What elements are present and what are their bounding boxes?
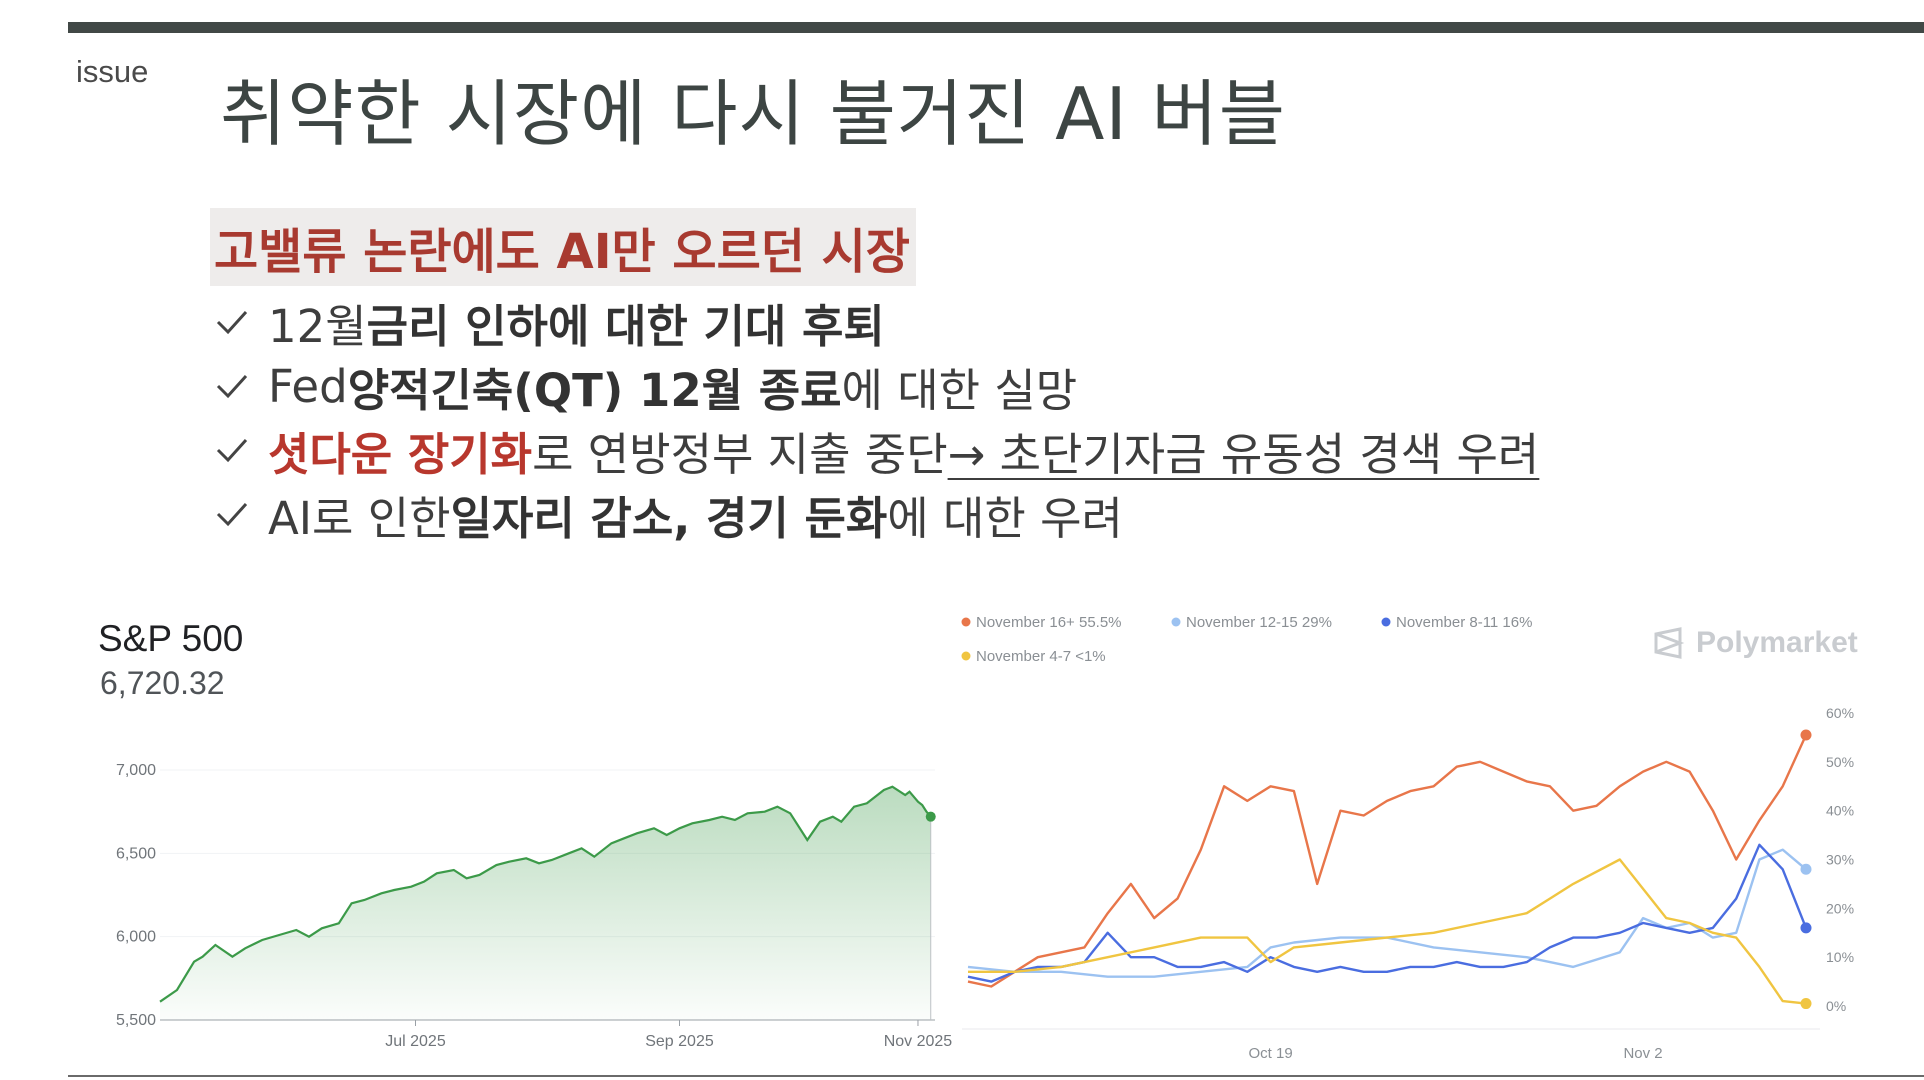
bullet-text: AI로 인한 <box>268 491 451 545</box>
legend-label: November 4-7 <1% <box>976 648 1106 665</box>
bullet-red: 셧다운 장기화 <box>268 427 533 481</box>
bullet-item: 12월 금리 인하에 대한 기대 후퇴 <box>212 290 1539 354</box>
top-rule <box>68 22 1924 33</box>
bullet-item: Fed 양적긴축(QT) 12월 종료 에 대한 실망 <box>212 354 1539 418</box>
legend-marker <box>961 617 971 627</box>
y-tick-label: 5,500 <box>116 1012 156 1029</box>
y-tick-label: 50% <box>1826 754 1854 770</box>
page-title: 취약한 시장에 다시 불거진 AI 버블 <box>220 72 1287 156</box>
series-line <box>967 843 1808 983</box>
bullet-text: Fed <box>268 359 348 413</box>
series-line <box>967 734 1808 988</box>
bullet-bold: 양적긴축(QT) 12월 종료 <box>347 363 842 417</box>
series-end-point <box>1800 863 1812 875</box>
polymarket-logo: Polymarket <box>1652 626 1858 660</box>
bullet-text: 12월 <box>268 299 367 353</box>
sp500-area <box>160 786 931 1020</box>
series-line <box>967 848 1807 978</box>
y-tick-label: 10% <box>1826 949 1854 965</box>
bottom-rule <box>68 1075 1924 1077</box>
series-line <box>968 858 1807 1005</box>
bullet-bold: 금리 인하에 대한 기대 후퇴 <box>366 299 885 353</box>
y-tick-label: 6,000 <box>116 929 156 946</box>
sp500-end-point <box>925 811 936 822</box>
check-icon <box>216 438 248 463</box>
section-tag: issue <box>76 54 149 89</box>
check-icon <box>216 502 248 527</box>
legend-marker <box>961 651 971 661</box>
polymarket-chart: 60% 50% 40% 30% 20% 10% 0% Oct 19 Nov 2 November … <box>961 614 1854 1062</box>
bullet-item: AI로 인한 일자리 감소, 경기 둔화 에 대한 우려 <box>212 482 1539 546</box>
legend-marker <box>1381 617 1391 627</box>
legend-label: November 8-11 16% <box>1396 614 1532 631</box>
bullet-bold: 일자리 감소, 경기 둔화 <box>450 491 888 545</box>
y-tick-label: 40% <box>1826 803 1854 819</box>
check-icon <box>216 374 248 399</box>
sp500-chart: 7,000 6,500 6,000 5,500 Jul 2025 Sep 2025 Nov … <box>116 762 953 1050</box>
y-tick-label: 30% <box>1826 852 1854 868</box>
y-tick-label: 60% <box>1826 705 1854 721</box>
polymarket-brand: Polymarket <box>1696 626 1858 659</box>
bullet-underlined: → 초단기자금 유동성 경색 우려 <box>947 427 1540 481</box>
x-tick-label: Sep 2025 <box>645 1033 714 1050</box>
x-tick-label: Nov 2 <box>1623 1045 1662 1062</box>
bullet-list: 12월 금리 인하에 대한 기대 후퇴 Fed 양적긴축(QT) 12월 종료 에… <box>212 290 1539 546</box>
y-tick-label: 7,000 <box>116 762 156 779</box>
x-tick-label: Nov 2025 <box>884 1033 953 1050</box>
series-end-point <box>1800 922 1812 934</box>
y-tick-label: 20% <box>1826 900 1854 916</box>
bullet-text: 로 연방정부 지출 중단 <box>532 427 948 481</box>
x-tick-label: Oct 19 <box>1249 1045 1293 1062</box>
legend-label: November 16+ 55.5% <box>976 614 1122 631</box>
bullet-item: 셧다운 장기화 로 연방정부 지출 중단 → 초단기자금 유동성 경색 우려 <box>212 418 1539 482</box>
check-icon <box>216 310 248 335</box>
y-tick-label: 6,500 <box>116 845 156 862</box>
legend-marker <box>1171 617 1181 627</box>
series-end-point <box>1800 998 1812 1010</box>
polymarket-icon <box>1654 627 1685 659</box>
y-tick-label: 0% <box>1826 998 1846 1014</box>
bullet-text: 에 대한 우려 <box>887 491 1123 545</box>
x-tick-label: Jul 2025 <box>385 1033 446 1050</box>
series-end-point <box>1800 729 1812 741</box>
bullet-text: 에 대한 실망 <box>841 363 1078 417</box>
sp500-title: S&P 500 <box>98 618 244 659</box>
subheading: 고밸류 논란에도 AI만 오르던 시장 <box>210 208 916 286</box>
sp500-price: 6,720.32 <box>100 665 225 701</box>
legend-label: November 12-15 29% <box>1186 614 1332 631</box>
sp500-line <box>159 785 932 1003</box>
